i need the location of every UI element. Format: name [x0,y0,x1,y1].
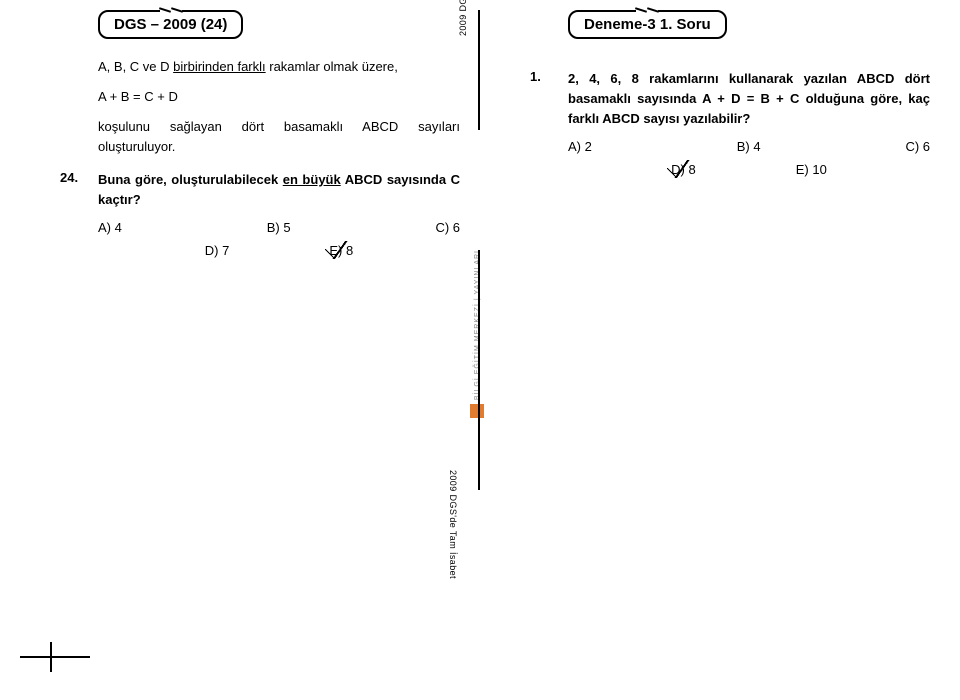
left-equation: A + B = C + D [98,87,460,107]
right-options-row1: A) 2 B) 4 C) 6 [568,139,930,154]
left-column: DGS – 2009 (24) A, B, C ve D birbirinden… [60,10,460,258]
right-question-number: 1. [530,69,568,129]
left-options: A) 4 B) 5 C) 6 D) 7 E) 8 [98,220,460,258]
right-question-prompt: 2, 4, 6, 8 rakamlarını kullanarak yazıla… [568,69,930,129]
left-option-d[interactable]: D) 7 [205,243,230,258]
left-option-b[interactable]: B) 5 [267,220,291,235]
left-question-prompt: Buna göre, oluşturulabilecek en büyük AB… [98,170,460,210]
divider-label-bottom: 2009 DGS'de Tam İsabet [448,470,458,579]
intro-underlined: birbirinden farklı [173,59,266,74]
right-option-b[interactable]: B) 4 [737,139,761,154]
right-option-a[interactable]: A) 2 [568,139,592,154]
right-tab: Deneme-3 1. Soru [568,10,727,39]
prompt-pre: Buna göre, oluşturulabilecek [98,172,283,187]
left-option-c[interactable]: C) 6 [435,220,460,235]
page: 2009 DGS'de Tam İsabet BİLGİ EĞİTİM MERK… [0,0,960,700]
left-question-number: 24. [60,170,98,210]
right-option-c[interactable]: C) 6 [905,139,930,154]
left-intro-line2: koşulunu sağlayan dört basamaklı ABCD sa… [98,117,460,157]
right-options-row2: D) 8 E) 10 [568,162,930,177]
left-options-row2: D) 7 E) 8 [98,243,460,258]
right-tab-label: Deneme-3 1. Soru [584,16,711,33]
left-options-row1: A) 4 B) 5 C) 6 [98,220,460,235]
left-tab: DGS – 2009 (24) [98,10,243,39]
left-question-row: 24. Buna göre, oluşturulabilecek en büyü… [60,170,460,210]
left-option-e[interactable]: E) 8 [329,243,353,258]
right-column: Deneme-3 1. Soru 1. 2, 4, 6, 8 rakamları… [530,10,930,177]
right-options: A) 2 B) 4 C) 6 D) 8 E) 10 [568,139,930,177]
tab-notch-icon [636,6,658,14]
prompt-underlined: en büyük [283,172,341,187]
publisher-logo-box [470,404,484,418]
column-divider-top [478,10,480,130]
left-intro-line1: A, B, C ve D birbirinden farklı rakamlar… [98,57,460,77]
left-intro: A, B, C ve D birbirinden farklı rakamlar… [98,57,460,158]
column-divider-bottom [478,250,480,490]
tab-notch-icon [160,6,182,14]
corner-v [50,642,52,672]
left-option-a[interactable]: A) 4 [98,220,122,235]
right-question-row: 1. 2, 4, 6, 8 rakamlarını kullanarak yaz… [530,69,930,129]
corner-mark-icon [20,642,90,672]
right-option-e[interactable]: E) 10 [796,162,827,177]
intro-pre: A, B, C ve D [98,59,173,74]
right-option-d[interactable]: D) 8 [671,162,696,177]
left-tab-label: DGS – 2009 (24) [114,16,227,33]
publisher-strip: BİLGİ EĞİTİM MERKEZİ | YAYINLARI [462,250,492,430]
intro-post: rakamlar olmak üzere, [266,59,398,74]
corner-h [20,656,90,658]
